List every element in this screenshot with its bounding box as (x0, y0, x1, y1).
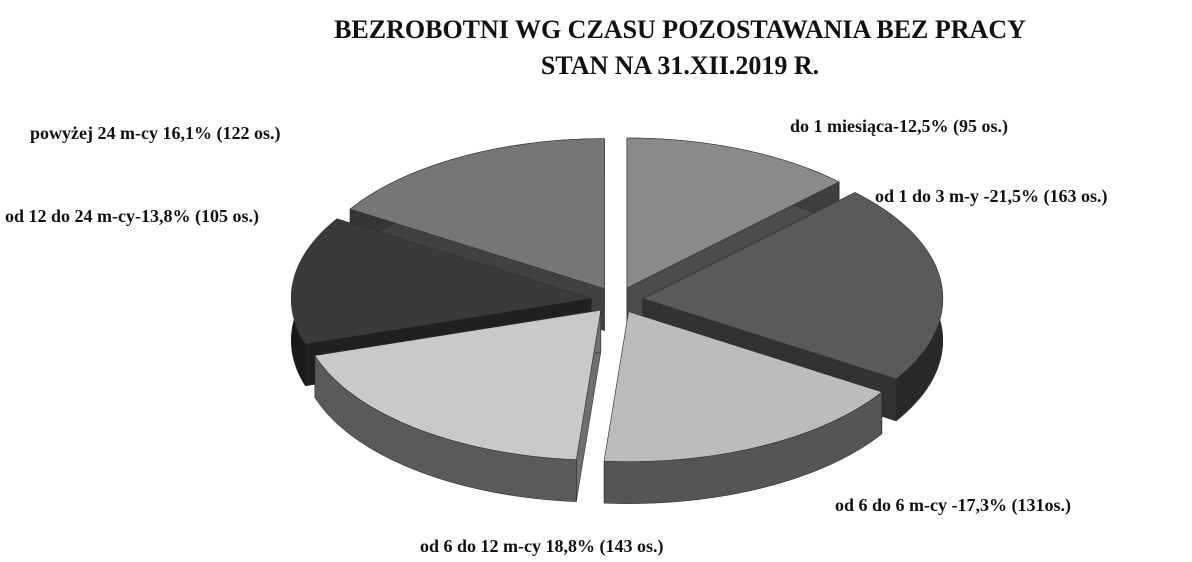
slice (626, 137, 840, 289)
data-label: od 6 do 12 m-cy 18,8% (143 os.) (420, 536, 664, 557)
chart-title: BEZROBOTNI WG CZASU POZOSTAWANIA BEZ PRA… (334, 15, 1026, 44)
data-label: od 1 do 3 m-y -21,5% (163 os.) (875, 186, 1108, 207)
data-label: do 1 miesiąca-12,5% (95 os.) (790, 116, 1008, 137)
chart-subtitle: STAN NA 31.XII.2019 R. (541, 51, 819, 80)
slice (642, 192, 944, 380)
slice (349, 138, 605, 290)
slice (314, 309, 602, 460)
data-label: od 6 do 6 m-cy -17,3% (131os.) (835, 495, 1071, 516)
slice (603, 311, 883, 462)
slice (290, 218, 592, 345)
data-label: powyżej 24 m-cy 16,1% (122 os.) (30, 123, 280, 144)
data-label: od 12 do 24 m-cy-13,8% (105 os.) (5, 206, 259, 227)
